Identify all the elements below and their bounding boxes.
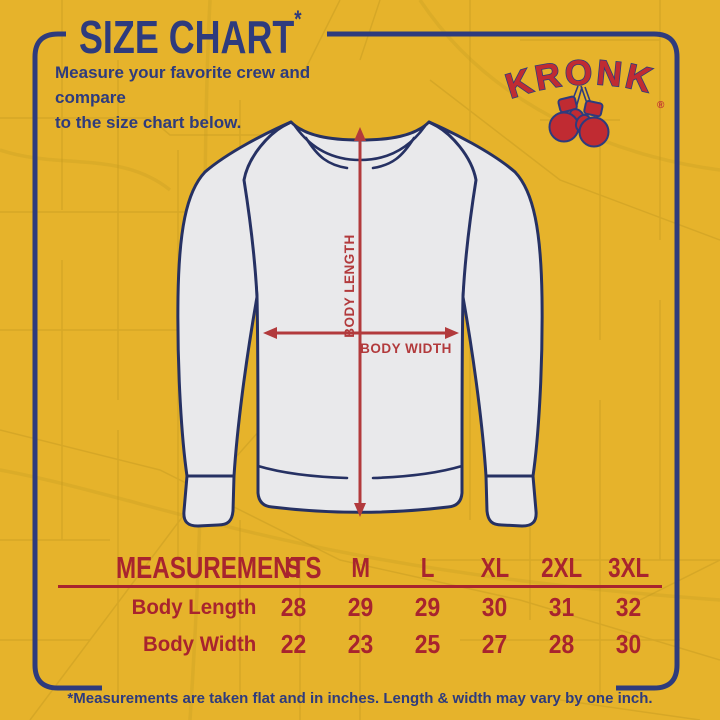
- page-title-text: SIZE CHART: [79, 11, 295, 63]
- column-header-2xl: 2XL: [540, 552, 583, 583]
- body-length-3xl: 32: [615, 592, 642, 622]
- column-header-3xl: 3XL: [607, 552, 650, 583]
- body-width-3xl: 30: [615, 629, 642, 659]
- title-asterisk: *: [294, 6, 302, 33]
- body-length-xl: 30: [481, 592, 508, 622]
- body-width-m: 23: [347, 629, 374, 659]
- column-header-l: L: [420, 552, 435, 583]
- subtitle-line-1: Measure your favorite crew and compare: [55, 63, 311, 107]
- subtitle-line-2: to the size chart below.: [55, 113, 242, 132]
- row-label-body-length: Body Length: [131, 595, 256, 619]
- body-width-xl: 27: [481, 629, 508, 659]
- body-length-label: BODY LENGTH: [342, 234, 357, 338]
- column-header-m: M: [351, 552, 370, 583]
- footnote: *Measurements are taken flat and in inch…: [67, 690, 653, 707]
- page-title: SIZE CHART*: [79, 6, 302, 64]
- body-length-l: 29: [414, 592, 441, 622]
- table-row-body-width: Body Width 22 23 25 27 28 30: [58, 627, 662, 662]
- body-length-2xl: 31: [548, 592, 575, 622]
- sweatshirt-illustration: BODY LENGTH BODY WIDTH: [176, 120, 544, 528]
- table-header-row: MEASUREMENTS S M L XL 2XL 3XL: [58, 552, 662, 583]
- kronk-logo: KRONK ®: [500, 52, 665, 148]
- brand-name: KRONK: [501, 53, 658, 106]
- body-width-label: BODY WIDTH: [360, 341, 452, 356]
- body-length-m: 29: [347, 592, 374, 622]
- column-header-xl: XL: [480, 552, 509, 583]
- table-row-body-length: Body Length 28 29 29 30 31 32: [58, 590, 662, 625]
- body-width-2xl: 28: [548, 629, 575, 659]
- body-width-s: 22: [280, 629, 307, 659]
- sweatshirt-left-cuff: [182, 474, 236, 528]
- body-length-s: 28: [280, 592, 307, 622]
- boxing-gloves-icon: [548, 95, 610, 148]
- body-length-arrow: [354, 127, 366, 517]
- registered-trademark: ®: [657, 100, 665, 111]
- column-header-s: S: [286, 552, 301, 583]
- measurements-table: MEASUREMENTS S M L XL 2XL 3XL Body Lengt…: [58, 552, 662, 662]
- table-header-rule: [58, 585, 662, 588]
- table-title: MEASUREMENTS: [115, 550, 322, 585]
- body-width-arrow: [263, 327, 459, 339]
- row-label-body-width: Body Width: [142, 632, 256, 656]
- page-subtitle: Measure your favorite crew and compare t…: [55, 60, 355, 135]
- sweatshirt-right-cuff: [484, 474, 538, 528]
- body-width-l: 25: [414, 629, 441, 659]
